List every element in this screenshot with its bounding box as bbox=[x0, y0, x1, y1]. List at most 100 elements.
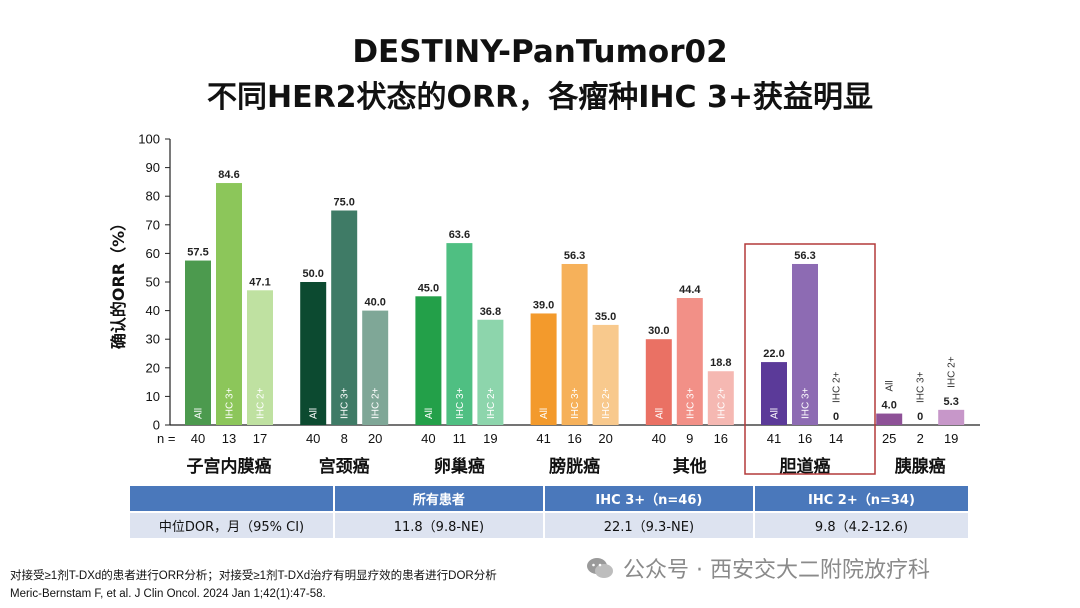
dor-header-all: 所有患者 bbox=[333, 486, 545, 512]
y-tick-label: 70 bbox=[146, 217, 160, 232]
n-label: n = bbox=[157, 431, 175, 446]
n-value: 20 bbox=[598, 431, 612, 446]
bar-value-label: 45.0 bbox=[418, 282, 439, 294]
n-value: 14 bbox=[829, 431, 843, 446]
dor-value-all: 11.8（9.8-NE) bbox=[333, 511, 545, 538]
bar-value-label: 44.4 bbox=[679, 284, 701, 296]
dor-header-blank bbox=[130, 486, 335, 512]
bar-subgroup-label: IHC 2+ bbox=[716, 387, 727, 419]
bar-subgroup-label: IHC 3+ bbox=[801, 387, 812, 419]
bar bbox=[415, 296, 442, 425]
n-value: 20 bbox=[368, 431, 382, 446]
bar bbox=[300, 282, 327, 425]
bar bbox=[561, 263, 588, 425]
n-value: 40 bbox=[191, 431, 205, 446]
wechat-icon bbox=[587, 558, 613, 578]
bar-value-label: 56.3 bbox=[794, 250, 815, 262]
footnote-analysis: 对接受≥1剂T-DXd的患者进行ORR分析；对接受≥1剂T-DXd治疗有明显疗效… bbox=[10, 570, 497, 582]
group-label: 胆道癌 bbox=[780, 456, 831, 477]
bar-value-label: 0 bbox=[833, 411, 839, 423]
n-value: 9 bbox=[686, 431, 693, 446]
footnote-reference: Meric-Bernstam F, et al. J Clin Oncol. 2… bbox=[10, 588, 326, 600]
dor-header-ihc3: IHC 3+（n=46) bbox=[543, 486, 755, 512]
bar-subgroup-label: All bbox=[885, 380, 896, 391]
bar bbox=[792, 263, 818, 425]
bar bbox=[592, 324, 619, 425]
bar bbox=[446, 243, 473, 425]
bar-subgroup-label: All bbox=[309, 408, 320, 419]
bar-subgroup-label: IHC 3+ bbox=[340, 387, 351, 419]
group-label: 胰腺癌 bbox=[895, 456, 946, 477]
bar-value-label: 36.8 bbox=[480, 306, 501, 318]
n-value: 40 bbox=[652, 431, 666, 446]
bar bbox=[938, 409, 965, 425]
dor-row-label: 中位DOR，月（95% CI) bbox=[130, 511, 335, 538]
bar bbox=[185, 260, 211, 425]
y-tick-label: 50 bbox=[146, 275, 160, 290]
bar-value-label: 0 bbox=[917, 411, 923, 423]
bar bbox=[676, 298, 703, 425]
bar-subgroup-label: IHC 2+ bbox=[256, 387, 267, 419]
watermark: 公众号 · 西安交大二附院放疗科 bbox=[585, 552, 930, 584]
bar-value-label: 30.0 bbox=[648, 325, 669, 337]
bar-subgroup-label: IHC 3+ bbox=[455, 387, 466, 419]
n-value: 17 bbox=[253, 431, 267, 446]
bar-subgroup-label: IHC 2+ bbox=[947, 356, 958, 388]
bar-subgroup-label: All bbox=[539, 408, 550, 419]
bar-value-label: 50.0 bbox=[302, 268, 323, 280]
bar-subgroup-label: All bbox=[424, 408, 435, 419]
n-value: 25 bbox=[882, 431, 896, 446]
bar-value-label: 39.0 bbox=[533, 299, 554, 311]
dor-value-ihc3: 22.1（9.3-NE) bbox=[543, 511, 755, 538]
highlight-box bbox=[744, 243, 876, 475]
y-axis-label: 确认的ORR（%） bbox=[109, 215, 128, 349]
y-tick-label: 80 bbox=[146, 189, 160, 204]
bar bbox=[876, 413, 903, 425]
bar-subgroup-label: IHC 3+ bbox=[225, 387, 236, 419]
group-label: 其他 bbox=[673, 456, 707, 477]
y-tick-label: 10 bbox=[146, 389, 160, 404]
bar bbox=[530, 313, 557, 425]
bar-subgroup-label: IHC 2+ bbox=[832, 371, 843, 403]
bar-value-label: 56.3 bbox=[564, 250, 585, 262]
n-value: 41 bbox=[767, 431, 781, 446]
bar-value-label: 63.6 bbox=[449, 229, 470, 241]
bar-value-label: 40.0 bbox=[364, 297, 385, 309]
bar bbox=[707, 371, 734, 425]
n-value: 19 bbox=[483, 431, 497, 446]
bar-value-label: 18.8 bbox=[710, 357, 731, 369]
bar-value-label: 4.0 bbox=[882, 400, 897, 412]
n-value: 2 bbox=[917, 431, 924, 446]
bar-subgroup-label: All bbox=[770, 408, 781, 419]
bar-value-label: 75.0 bbox=[333, 197, 354, 209]
y-tick-label: 60 bbox=[146, 246, 160, 261]
dor-header-ihc2: IHC 2+（n=34) bbox=[753, 486, 971, 512]
bar-subgroup-label: All bbox=[654, 408, 665, 419]
bar bbox=[247, 290, 273, 425]
y-tick-label: 40 bbox=[146, 303, 160, 318]
bar-subgroup-label: IHC 3+ bbox=[685, 387, 696, 419]
n-value: 40 bbox=[306, 431, 320, 446]
bar-subgroup-label: IHC 2+ bbox=[601, 387, 612, 419]
bar bbox=[761, 362, 787, 425]
bar-subgroup-label: IHC 2+ bbox=[486, 387, 497, 419]
dor-table-header: 所有患者 IHC 3+（n=46) IHC 2+（n=34) bbox=[130, 486, 971, 512]
y-tick-label: 30 bbox=[146, 332, 160, 347]
n-value: 11 bbox=[453, 431, 467, 446]
n-value: 41 bbox=[536, 431, 550, 446]
n-value: 16 bbox=[798, 431, 812, 446]
bar bbox=[216, 183, 242, 425]
bar bbox=[645, 339, 672, 425]
group-label: 膀胱癌 bbox=[549, 456, 600, 477]
n-value: 13 bbox=[222, 431, 236, 446]
bar bbox=[477, 319, 504, 425]
n-value: 40 bbox=[421, 431, 435, 446]
y-tick-label: 20 bbox=[146, 360, 160, 375]
n-value: 16 bbox=[567, 431, 581, 446]
dor-value-ihc2: 9.8（4.2-12.6) bbox=[753, 511, 971, 538]
dor-table: 所有患者 IHC 3+（n=46) IHC 2+（n=34) 中位DOR，月（9… bbox=[130, 486, 971, 538]
chart-title-line2: 不同HER2状态的ORR，各瘤种IHC 3+获益明显 bbox=[206, 80, 874, 115]
n-value: 16 bbox=[714, 431, 728, 446]
y-tick-label: 0 bbox=[153, 418, 160, 433]
